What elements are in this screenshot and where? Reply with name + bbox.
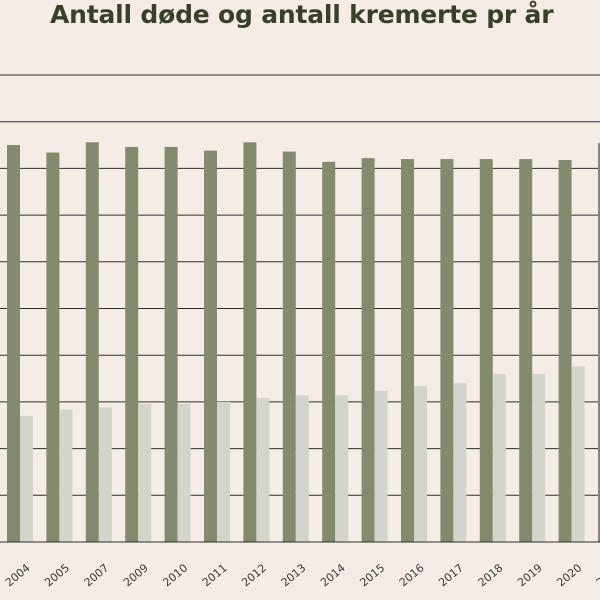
bar-cremated	[59, 409, 73, 542]
bar-cremated	[453, 383, 467, 542]
x-tick-label: 2014	[318, 561, 348, 589]
bar-cremated	[20, 415, 33, 542]
x-tick-label: 2021	[594, 561, 600, 589]
bars	[7, 142, 600, 543]
bar-cremated	[138, 403, 152, 542]
bar-deaths	[401, 159, 414, 542]
bar-cremated	[295, 395, 309, 542]
bar-cremated	[374, 390, 388, 542]
bar-cremated	[98, 407, 112, 542]
x-tick-label: 2007	[82, 561, 112, 589]
bar-deaths	[243, 142, 257, 543]
x-tick-label: 2011	[200, 561, 230, 589]
bar-deaths	[46, 152, 60, 542]
bar-cremated	[335, 395, 349, 542]
bar-cremated	[177, 403, 191, 542]
x-tick-label: 2005	[42, 561, 72, 589]
bar-deaths	[558, 159, 572, 542]
x-tick-label: 2009	[121, 561, 151, 589]
bar-deaths	[519, 159, 533, 542]
bar-deaths	[282, 151, 296, 542]
bar-deaths	[85, 142, 99, 543]
bar-cremated	[217, 401, 230, 542]
x-axis-ticks: 2004 2005 2007 2009 2010 2011 2012 2013 2014 2015…	[0, 541, 600, 589]
bar-deaths	[440, 159, 454, 542]
bar-cremated	[492, 373, 506, 542]
x-tick-label: 2020	[554, 561, 584, 589]
x-tick-label: 2016	[397, 561, 427, 589]
bar-cremated	[256, 398, 270, 542]
x-tick-label: 2015	[357, 561, 387, 589]
x-tick-label: 2004	[3, 561, 33, 589]
bar-deaths	[164, 146, 178, 542]
bar-deaths	[598, 143, 600, 542]
bar-deaths	[204, 150, 217, 543]
x-tick-label: 2013	[279, 561, 309, 589]
bar-cremated	[532, 373, 546, 542]
x-tick-label: 2012	[239, 561, 269, 589]
bar-deaths	[479, 159, 493, 542]
x-tick-label: 2010	[160, 561, 190, 589]
bar-deaths	[322, 161, 336, 542]
bar-cremated	[571, 366, 585, 542]
bar-deaths	[361, 158, 375, 542]
bar-cremated	[414, 386, 427, 542]
bar-deaths	[125, 146, 139, 542]
x-tick-label: 2017	[436, 561, 466, 589]
x-tick-label: 2018	[476, 561, 506, 589]
chart-title: Antall døde og antall kremerte pr år	[50, 0, 554, 29]
x-tick-label: 2019	[515, 561, 545, 589]
bar-deaths	[7, 145, 20, 543]
